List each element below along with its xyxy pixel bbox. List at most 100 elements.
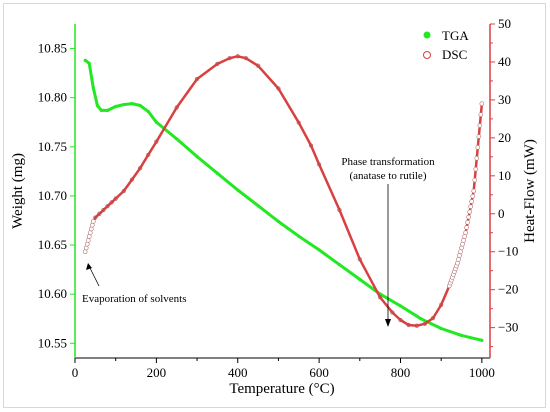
right-y-tick-label: −30 — [498, 320, 518, 335]
dsc-point — [337, 207, 342, 213]
tga-point — [419, 317, 423, 321]
legend-dsc-label: DSC — [442, 47, 467, 62]
right-y-tick-label: 20 — [498, 130, 511, 145]
dsc-point — [406, 322, 411, 328]
annotation-evaporation: Evaporation of solvents — [82, 263, 186, 305]
tga-point — [91, 86, 95, 90]
right-y-tick-label: −20 — [498, 282, 518, 297]
right-y-tick-label: −10 — [498, 244, 518, 259]
dsc-line — [83, 55, 484, 327]
dsc-point — [88, 226, 94, 232]
dsc-point — [84, 241, 90, 247]
dsc-point — [317, 162, 322, 167]
dsc-point — [466, 214, 471, 220]
dsc-point — [468, 204, 473, 209]
dsc-point — [91, 219, 96, 224]
dsc-point — [465, 220, 470, 225]
legend-tga-label: TGA — [442, 28, 469, 43]
dsc-point — [456, 257, 461, 262]
x-tick-label: 1000 — [469, 365, 495, 380]
dsc-point — [97, 211, 102, 216]
tga-point — [83, 58, 87, 62]
dsc-point — [121, 188, 126, 194]
left-y-tick-label: 10.85 — [38, 41, 67, 56]
dsc-point — [235, 54, 240, 59]
dsc-point — [463, 230, 468, 236]
dsc-point — [308, 143, 314, 148]
tga-point — [154, 120, 158, 124]
dsc-point — [276, 86, 281, 91]
tga-point — [358, 277, 362, 282]
dsc-point — [462, 234, 467, 239]
tga-point — [337, 263, 342, 267]
tga-point — [256, 204, 260, 208]
tga-series — [83, 58, 484, 342]
dsc-point — [137, 166, 143, 171]
dsc-point — [476, 134, 482, 139]
annotation-evaporation-text: Evaporation of solvents — [82, 293, 186, 305]
legend-dsc-marker — [423, 51, 431, 59]
dsc-point — [86, 234, 92, 239]
dsc-point — [458, 249, 463, 255]
left-y-tick-label: 10.75 — [38, 139, 67, 154]
dsc-point — [457, 253, 462, 258]
dsc-point — [479, 101, 485, 107]
dsc-point — [459, 245, 464, 251]
dsc-point — [460, 241, 465, 247]
dsc-series — [82, 54, 485, 328]
dsc-point — [194, 76, 200, 82]
dsc-point — [93, 215, 98, 220]
left-y-tick-label: 10.70 — [38, 188, 67, 203]
dsc-point — [478, 112, 484, 117]
tga-point — [105, 108, 110, 113]
right-y-tick-label: 10 — [498, 168, 511, 183]
dsc-point — [109, 200, 114, 205]
dsc-point — [82, 249, 88, 255]
right-y-tick-label: 0 — [498, 206, 505, 221]
dsc-point — [398, 317, 403, 323]
tga-point — [138, 103, 142, 108]
left-y-tick-label: 10.55 — [38, 335, 67, 350]
tga-point — [276, 219, 281, 224]
tga-point — [195, 155, 199, 159]
dsc-point — [470, 193, 476, 199]
x-ticks: 0 200 400 600 800 1000 — [72, 358, 495, 380]
tga-point — [317, 248, 321, 252]
tga-line — [84, 59, 483, 342]
dsc-point — [215, 61, 220, 66]
x-tick-label: 800 — [391, 365, 411, 380]
tga-point — [146, 109, 150, 114]
dsc-point — [455, 260, 460, 266]
x-tick-label: 400 — [228, 365, 248, 380]
tga-point — [398, 304, 403, 308]
dsc-point — [357, 257, 362, 262]
dsc-point — [469, 199, 474, 204]
annotation-phase-line1: Phase transformation — [341, 156, 435, 168]
annotation-evaporation-arrowhead — [86, 263, 92, 270]
dsc-point — [113, 196, 118, 201]
dsc-point — [101, 207, 106, 213]
dsc-point — [474, 155, 480, 161]
tga-point — [297, 234, 301, 238]
right-y-axis-title: Heat-Flow (mW) — [522, 139, 538, 243]
dsc-point — [227, 56, 232, 61]
tga-point — [87, 61, 91, 65]
dsc-point — [378, 295, 383, 300]
dsc-point — [414, 323, 419, 328]
right-y-tick-label: 50 — [498, 16, 511, 31]
tga-point — [236, 188, 240, 192]
dsc-point — [83, 245, 89, 251]
dsc-point — [255, 63, 261, 68]
annotation-phase-line2: (anatase to rutile) — [350, 170, 427, 182]
dsc-point — [475, 145, 481, 150]
dsc-point — [243, 56, 248, 61]
tga-point — [130, 101, 134, 106]
dsc-point — [105, 204, 110, 209]
right-y-tick-label: 30 — [498, 92, 511, 107]
left-y-ticks: 10.55 10.60 10.65 10.70 10.75 10.80 10.85 — [38, 41, 75, 350]
x-tick-label: 200 — [147, 365, 167, 380]
tga-point — [175, 137, 179, 141]
x-tick-label: 0 — [72, 365, 79, 380]
dsc-point — [154, 139, 159, 144]
